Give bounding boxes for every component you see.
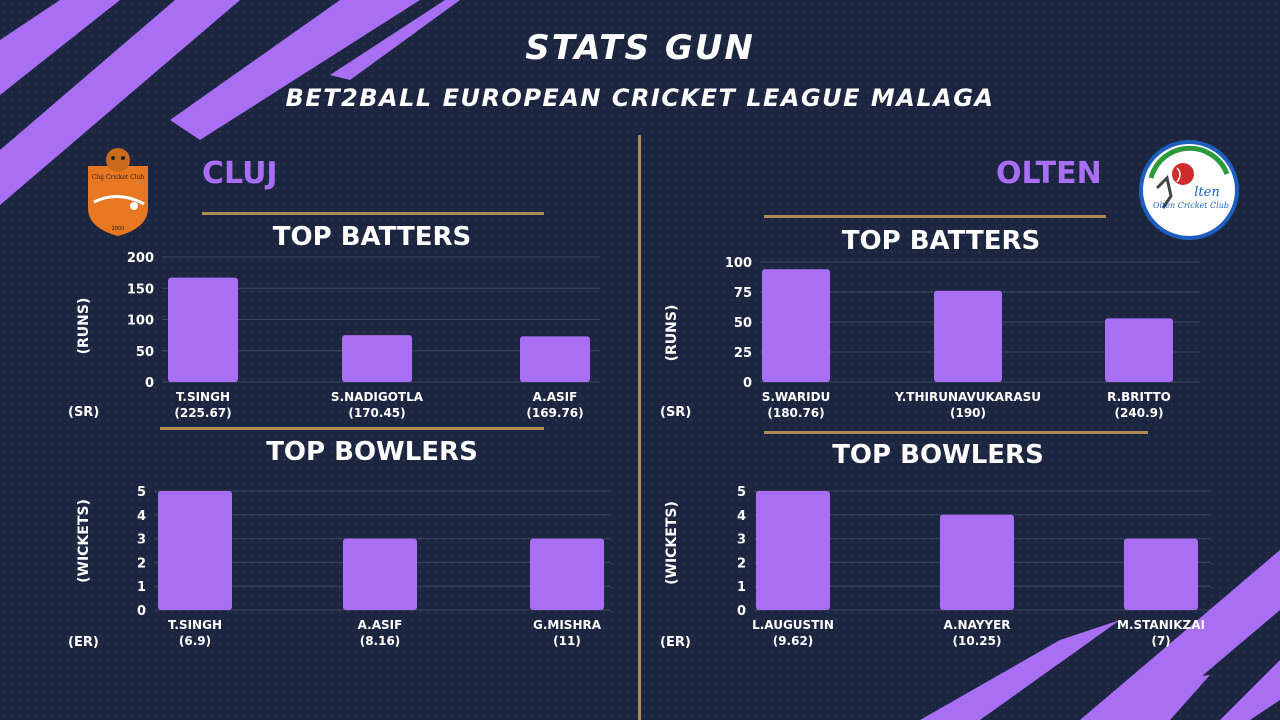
y-tick-label: 5 bbox=[737, 485, 746, 500]
y-tick-label: 0 bbox=[737, 604, 746, 619]
x-category-label: A.ASIF bbox=[533, 390, 578, 404]
y-tick-label: 200 bbox=[127, 251, 154, 266]
rate-value-label: (190) bbox=[950, 406, 986, 420]
y-tick-label: 5 bbox=[137, 485, 146, 500]
bar bbox=[934, 290, 1002, 382]
y-tick-label: 0 bbox=[145, 376, 154, 391]
team-name-cluj: CLUJ bbox=[202, 156, 278, 191]
x-category-label: G.MISHRA bbox=[533, 618, 602, 632]
gold-separator bbox=[202, 212, 544, 215]
x-category-label: S.WARIDU bbox=[762, 390, 831, 404]
y-tick-label: 3 bbox=[137, 533, 146, 548]
y-tick-label: 75 bbox=[734, 286, 752, 301]
olten-bowlers-axis-label: (WICKETS) bbox=[664, 501, 680, 585]
rate-value-label: (11) bbox=[553, 634, 581, 648]
chart-olten-batters: 0 25 50 75 100 S.WARIDU (180.76) Y.THIRUNAVUKAR… bbox=[725, 256, 1200, 420]
bar bbox=[762, 269, 830, 382]
cluj-batters-axis-label: (RUNS) bbox=[76, 297, 92, 355]
y-tick-label: 25 bbox=[734, 346, 752, 361]
rate-value-label: (180.76) bbox=[767, 406, 824, 420]
x-category-label: Y.THIRUNAVUKARASU bbox=[894, 390, 1041, 404]
x-category-label: S.NADIGOTLA bbox=[331, 390, 424, 404]
y-tick-label: 1 bbox=[137, 580, 146, 595]
bar bbox=[342, 335, 412, 382]
olten-er-label: (ER) bbox=[660, 635, 691, 650]
bar bbox=[343, 538, 417, 610]
y-tick-label: 150 bbox=[127, 282, 154, 297]
gold-separator bbox=[764, 215, 1106, 218]
olten-sr-label: (SR) bbox=[660, 405, 692, 420]
section-title-cluj-bowlers: TOP BOWLERS bbox=[266, 437, 478, 467]
olten-logo-mark: lten bbox=[1194, 185, 1219, 200]
chart-cluj-bowlers: 0 1 2 3 4 5 T.SINGH (6.9) A.ASIF (8.16) G.MISHRA (1… bbox=[137, 485, 610, 648]
cluj-sr-label: (SR) bbox=[68, 405, 100, 420]
cluj-bowlers-axis-label: (WICKETS) bbox=[76, 499, 92, 583]
rate-value-label: (7) bbox=[1151, 634, 1170, 648]
x-category-label: T.SINGH bbox=[168, 618, 222, 632]
cluj-logo-icon: Cluj Cricket Club 2000 bbox=[88, 148, 148, 236]
bar bbox=[530, 538, 604, 610]
y-tick-label: 2 bbox=[137, 556, 146, 571]
x-category-label: T.SINGH bbox=[176, 390, 230, 404]
bar bbox=[520, 336, 590, 382]
section-title-olten-bowlers: TOP BOWLERS bbox=[832, 440, 1044, 470]
section-title-olten-batters: TOP BATTERS bbox=[841, 226, 1041, 256]
bar bbox=[168, 277, 238, 382]
y-tick-label: 50 bbox=[136, 345, 154, 360]
y-tick-label: 4 bbox=[737, 509, 746, 524]
cluj-logo-text: Cluj Cricket Club bbox=[92, 174, 145, 181]
page-subtitle: BET2BALL EUROPEAN CRICKET LEAGUE MALAGA bbox=[285, 84, 995, 112]
olten-logo-icon: lten Olten Cricket Club bbox=[1139, 140, 1239, 240]
rate-value-label: (9.62) bbox=[773, 634, 814, 648]
rate-value-label: (169.76) bbox=[526, 406, 583, 420]
rate-value-label: (170.45) bbox=[348, 406, 405, 420]
bar bbox=[940, 514, 1014, 610]
page-title: STATS GUN bbox=[525, 28, 755, 68]
olten-batters-axis-label: (RUNS) bbox=[664, 304, 680, 362]
rate-value-label: (6.9) bbox=[179, 634, 211, 648]
center-divider bbox=[638, 135, 641, 720]
olten-logo-text: Olten Cricket Club bbox=[1153, 201, 1229, 210]
y-tick-label: 3 bbox=[737, 533, 746, 548]
chart-olten-bowlers: 0 1 2 3 4 5 L.AUGUSTIN (9.62) A.NAYYER (10.25) M.S… bbox=[737, 485, 1210, 648]
rate-value-label: (225.67) bbox=[174, 406, 231, 420]
gold-separator bbox=[160, 427, 544, 430]
y-tick-label: 100 bbox=[127, 314, 154, 329]
rate-value-label: (10.25) bbox=[953, 634, 1002, 648]
y-tick-label: 100 bbox=[725, 256, 752, 271]
chart-cluj-batters: 0 50 100 150 200 T.SINGH (225.67) S.NADIGOTLA (1… bbox=[127, 251, 600, 420]
team-name-olten: OLTEN bbox=[996, 156, 1102, 191]
bar bbox=[1105, 318, 1173, 382]
x-category-label: R.BRITTO bbox=[1107, 390, 1171, 404]
y-tick-label: 4 bbox=[137, 509, 146, 524]
x-category-label: L.AUGUSTIN bbox=[752, 618, 834, 632]
bar bbox=[1124, 538, 1198, 610]
y-tick-label: 0 bbox=[137, 604, 146, 619]
y-tick-label: 0 bbox=[743, 376, 752, 391]
bar bbox=[158, 491, 232, 610]
section-title-cluj-batters: TOP BATTERS bbox=[272, 222, 472, 252]
y-tick-label: 1 bbox=[737, 580, 746, 595]
gold-separator bbox=[764, 431, 1148, 434]
x-category-label: A.NAYYER bbox=[943, 618, 1010, 632]
cluj-er-label: (ER) bbox=[68, 635, 99, 650]
y-tick-label: 50 bbox=[734, 316, 752, 331]
y-tick-label: 2 bbox=[737, 556, 746, 571]
cluj-logo-year: 2000 bbox=[112, 226, 125, 232]
bar bbox=[756, 491, 830, 610]
x-category-label: M.STANIKZAI bbox=[1117, 618, 1205, 632]
rate-value-label: (8.16) bbox=[360, 634, 401, 648]
x-category-label: A.ASIF bbox=[358, 618, 403, 632]
rate-value-label: (240.9) bbox=[1115, 406, 1164, 420]
